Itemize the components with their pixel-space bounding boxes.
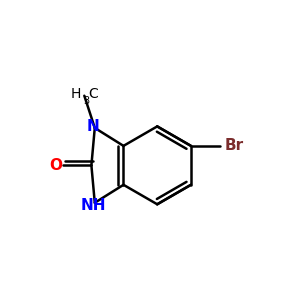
Text: 3: 3 bbox=[83, 96, 90, 106]
Text: Br: Br bbox=[224, 138, 243, 153]
Text: N: N bbox=[87, 119, 100, 134]
Text: C: C bbox=[88, 87, 98, 101]
Text: NH: NH bbox=[81, 198, 106, 213]
Text: O: O bbox=[50, 158, 63, 173]
Text: H: H bbox=[71, 87, 81, 101]
